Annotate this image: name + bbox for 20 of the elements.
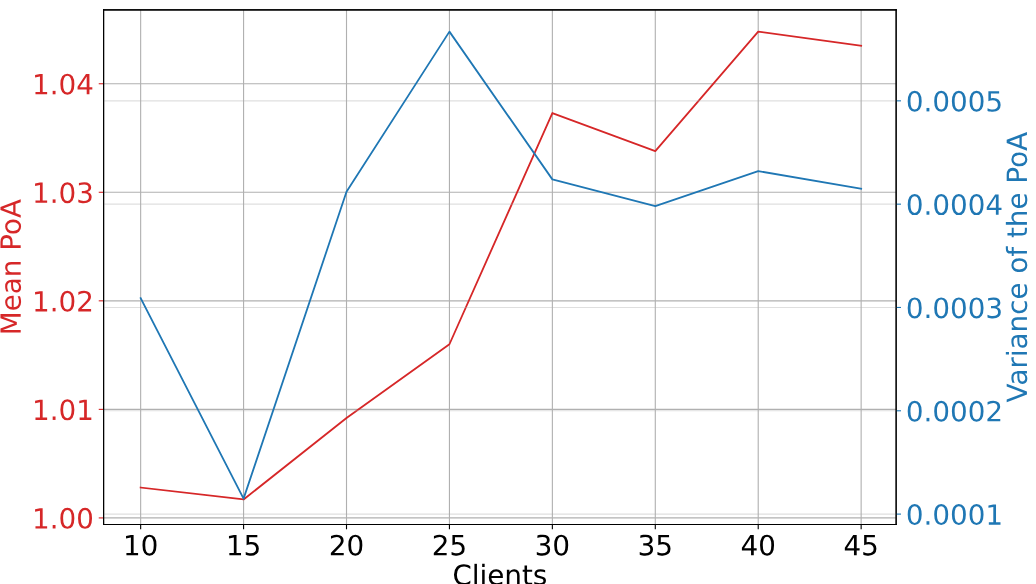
x-tick-label: 20 — [330, 534, 363, 556]
y2-tick-label: 0.0003 — [907, 297, 1001, 319]
y2-axis-title: Variance of the PoA — [1005, 132, 1028, 403]
y2-tick-label: 0.0002 — [907, 400, 1001, 422]
x-tick-label: 30 — [536, 534, 569, 556]
y2-tick-label: 0.0004 — [907, 194, 1002, 216]
x-tick-label: 15 — [228, 535, 259, 556]
y2-tick-label: 0.0005 — [907, 90, 1001, 112]
y-tick-label: 1.02 — [35, 290, 92, 312]
y2-tick-label: 0.0001 — [907, 504, 1001, 526]
x-tick-label: 10 — [126, 534, 157, 556]
x-tick-label: 25 — [433, 534, 465, 556]
x-tick-label: 45 — [844, 535, 877, 556]
x-tick-label: 40 — [741, 534, 775, 556]
y-tick-label: 1.03 — [35, 182, 92, 204]
y-axis-title: Mean PoA — [0, 199, 22, 333]
x-tick-label: 35 — [639, 534, 671, 556]
y-tick-label: 1.00 — [35, 507, 93, 529]
y-tick-label: 1.01 — [35, 399, 92, 421]
y-tick-label: 1.04 — [35, 73, 93, 95]
